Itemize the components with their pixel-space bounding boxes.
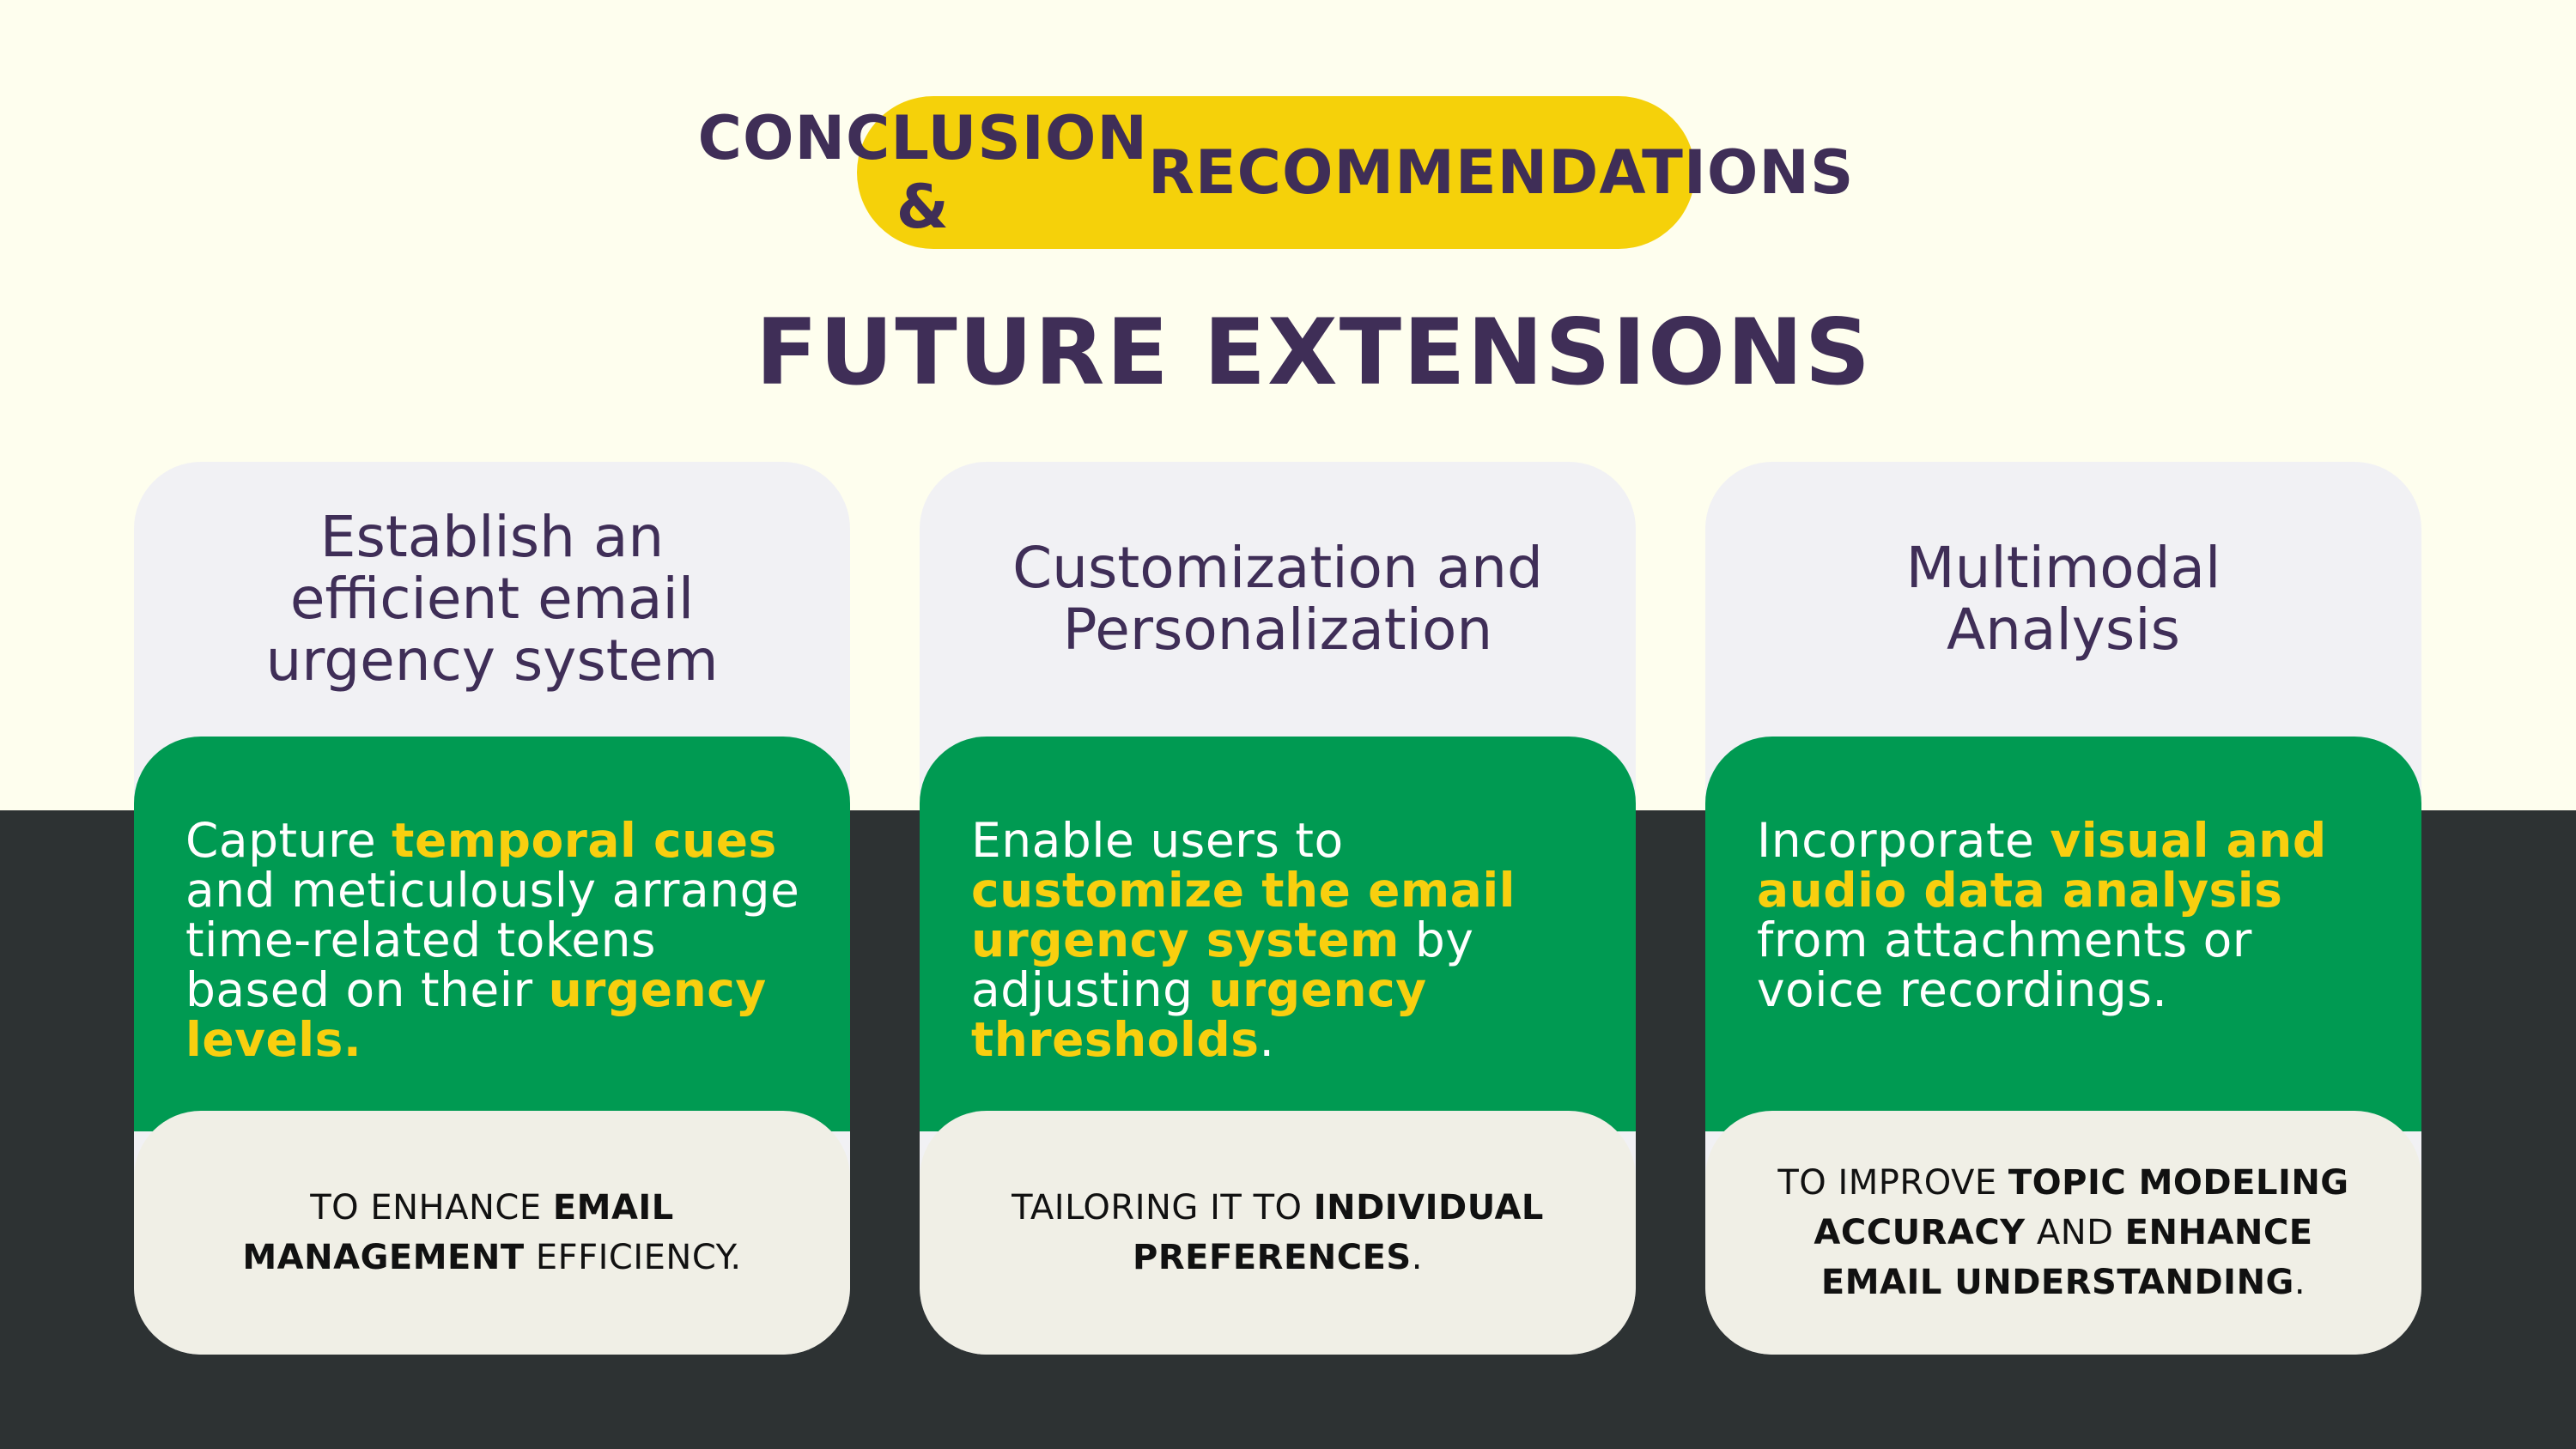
badge-line-2: RECOMMENDATIONS (1147, 137, 1855, 208)
card-heading: Establish an efficient email urgency sys… (265, 504, 719, 694)
footer-text-segment: AND (2025, 1213, 2125, 1252)
card-body-text: Enable users to customize the email urge… (971, 815, 1601, 1064)
body-text-segment: Enable users to (971, 813, 1344, 868)
body-text-segment: Capture (185, 813, 392, 868)
card-footer: TAILORING IT TO INDIVIDUAL PREFERENCES. (920, 1111, 1636, 1355)
card-footer-text: TAILORING IT TO INDIVIDUAL PREFERENCES. (968, 1183, 1588, 1282)
footer-text-segment: TO IMPROVE (1777, 1163, 2008, 1203)
body-text-segment: Incorporate (1757, 813, 2050, 868)
footer-emphasis: TOPIC MODELING ACCURACY (1814, 1163, 2349, 1252)
card-footer-text: TO ENHANCE EMAIL MANAGEMENT EFFICIENCY. (182, 1183, 802, 1282)
body-text-segment: from attachments or voice recordings. (1757, 912, 2252, 1017)
footer-text-segment: . (1411, 1238, 1423, 1277)
footer-emphasis: EMAIL MANAGEMENT (242, 1188, 674, 1277)
card-customization: Customization and Personalization Enable… (920, 462, 1636, 1355)
footer-text-segment: TAILORING IT TO (1012, 1188, 1314, 1228)
card-footer: TO ENHANCE EMAIL MANAGEMENT EFFICIENCY. (134, 1111, 850, 1355)
badge-line-1: CONCLUSION & (697, 103, 1148, 242)
footer-emphasis: ENHANCE EMAIL UNDERSTANDING (1820, 1213, 2313, 1302)
highlight-text: customize the email urgency system (971, 863, 1516, 967)
highlight-text: urgency thresholds (971, 962, 1427, 1067)
card-body-panel: Capture temporal cues and meticulously a… (134, 737, 850, 1131)
highlight-text: visual and audio data analysis (1757, 813, 2327, 918)
card-body-text: Incorporate visual and audio data analys… (1757, 815, 2387, 1015)
card-footer-text: TO IMPROVE TOPIC MODELING ACCURACY AND E… (1753, 1158, 2373, 1307)
card-body-panel: Enable users to customize the email urge… (920, 737, 1636, 1131)
footer-emphasis: INDIVIDUAL PREFERENCES (1133, 1188, 1544, 1277)
body-text-segment: by adjusting (971, 912, 1474, 1017)
highlight-text: urgency levels. (185, 962, 767, 1067)
footer-text-segment: TO ENHANCE (310, 1188, 553, 1228)
card-footer: TO IMPROVE TOPIC MODELING ACCURACY AND E… (1705, 1111, 2421, 1355)
card-multimodal-analysis: Multimodal Analysis Incorporate visual a… (1705, 462, 2421, 1355)
card-heading: Multimodal Analysis (1905, 535, 2221, 663)
body-text-segment: and meticulously arrange time-related to… (185, 863, 800, 1017)
card-body-panel: Incorporate visual and audio data analys… (1705, 737, 2421, 1131)
card-email-urgency-system: Establish an efficient email urgency sys… (134, 462, 850, 1355)
card-body-text: Capture temporal cues and meticulously a… (185, 815, 816, 1064)
section-badge: CONCLUSION & RECOMMENDATIONS (698, 96, 1853, 249)
page-title: FUTURE EXTENSIONS (755, 300, 1873, 405)
highlight-text: temporal cues (392, 813, 777, 868)
footer-text-segment: . (2293, 1263, 2306, 1302)
footer-text-segment: EFFICIENCY. (524, 1238, 742, 1277)
card-heading: Customization and Personalization (1012, 535, 1543, 663)
body-text-segment: . (1259, 1012, 1275, 1067)
